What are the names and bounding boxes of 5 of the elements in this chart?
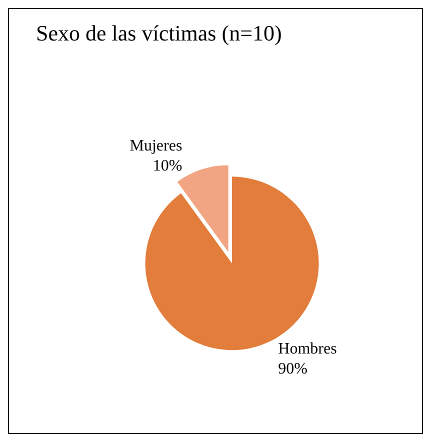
slice-label: Hombres xyxy=(278,340,337,358)
data-label: 90% xyxy=(278,360,308,378)
data-label: 10% xyxy=(152,158,182,175)
slice-label: Mujeres xyxy=(130,138,182,155)
chart-title: Sexo de las víctimas (n=10) xyxy=(36,20,282,46)
